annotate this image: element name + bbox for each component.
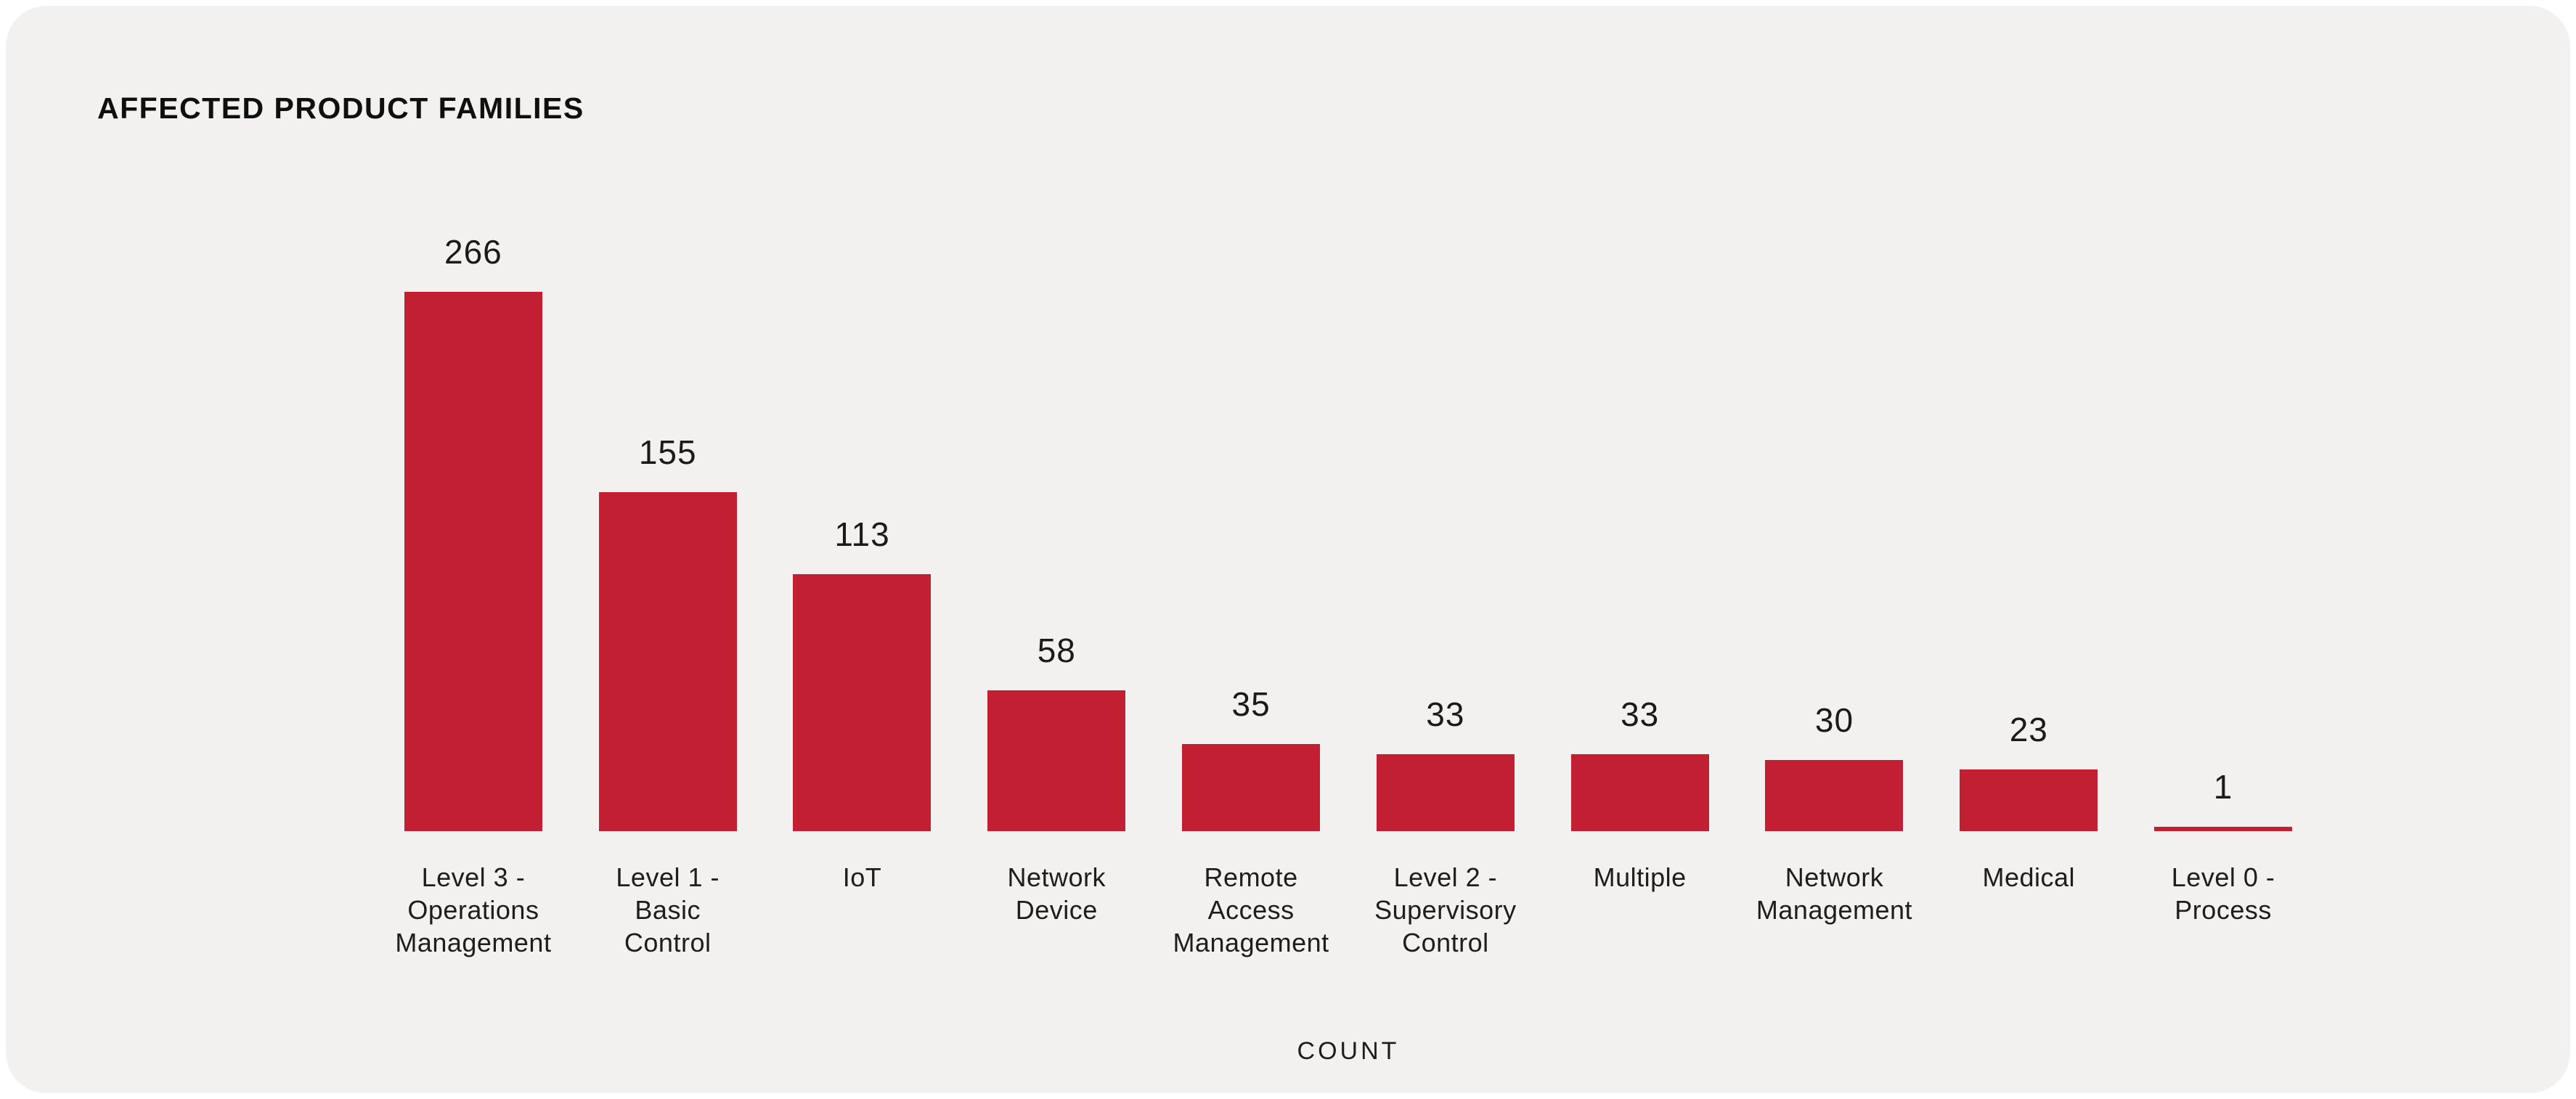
bar-medical[interactable] bbox=[1960, 769, 2098, 831]
bar-column: 33 bbox=[1543, 696, 1737, 831]
category-label-line: Process bbox=[2174, 895, 2272, 925]
bar-value-label: 155 bbox=[638, 433, 697, 471]
bar-value-label: 1 bbox=[2213, 768, 2233, 806]
category-label: Medical bbox=[1931, 831, 2126, 959]
category-label-line: Network bbox=[1785, 862, 1884, 892]
bar-column: 266 bbox=[376, 234, 571, 831]
category-label-line: Supervisory bbox=[1374, 895, 1517, 925]
category-label-line: Level 2 - bbox=[1393, 862, 1498, 892]
bar-value-label: 266 bbox=[444, 233, 502, 271]
category-label-line: Basic bbox=[635, 895, 701, 925]
category-label-line: Operations bbox=[407, 895, 539, 925]
bar-level-1-basic-control[interactable] bbox=[598, 492, 737, 831]
category-label-line: Management bbox=[395, 928, 552, 957]
category-label-line: Level 1 - bbox=[616, 862, 720, 892]
bar-column: 30 bbox=[1737, 702, 1932, 831]
category-label-line: Medical bbox=[1982, 862, 2076, 892]
bar-value-label: 113 bbox=[834, 515, 890, 553]
chart-title: AFFECTED PRODUCT FAMILIES bbox=[97, 91, 584, 125]
bar-multiple[interactable] bbox=[1570, 754, 1709, 831]
category-label-line: Control bbox=[1402, 928, 1489, 957]
category-label: Network Management bbox=[1737, 831, 1932, 959]
bars-area: 266 155 113 58 35 33 33 30 23 1 bbox=[376, 231, 2320, 831]
bar-value-label: 35 bbox=[1231, 685, 1271, 723]
bar-level-3-operations-management[interactable] bbox=[404, 292, 542, 831]
bar-column: 155 bbox=[571, 434, 765, 831]
category-label-line: Remote bbox=[1204, 862, 1298, 892]
category-label-line: Management bbox=[1756, 895, 1913, 925]
bar-network-management[interactable] bbox=[1765, 760, 1904, 831]
category-label-line: Multiple bbox=[1593, 862, 1687, 892]
bar-column: 113 bbox=[765, 516, 960, 831]
category-label: IoT bbox=[765, 831, 960, 959]
category-label-line: Level 3 - bbox=[421, 862, 526, 892]
category-label: Remote Access Management bbox=[1154, 831, 1348, 959]
bar-value-label: 58 bbox=[1037, 632, 1076, 669]
category-label: Level 1 - Basic Control bbox=[571, 831, 765, 959]
x-axis-label: COUNT bbox=[1297, 1037, 1400, 1065]
bar-network-device[interactable] bbox=[987, 690, 1126, 831]
chart-panel: AFFECTED PRODUCT FAMILIES 266 155 113 58 35 3… bbox=[6, 6, 2570, 1093]
x-axis-category-labels: Level 3 - Operations Management Level 1 - Ba… bbox=[376, 831, 2320, 959]
category-label: Level 2 - Supervisory Control bbox=[1348, 831, 1543, 959]
category-label: Level 3 - Operations Management bbox=[376, 831, 571, 959]
category-label: Multiple bbox=[1543, 831, 1737, 959]
bar-level-0-process[interactable] bbox=[2154, 827, 2293, 831]
category-label: Level 0 - Process bbox=[2126, 831, 2320, 959]
category-label-line: Level 0 - bbox=[2171, 862, 2275, 892]
bar-level-2-supervisory-control[interactable] bbox=[1376, 754, 1515, 831]
category-label-line: Device bbox=[1015, 895, 1098, 925]
bar-remote-access-management[interactable] bbox=[1182, 744, 1321, 831]
bar-iot[interactable] bbox=[793, 574, 932, 831]
bar-chart: 266 155 113 58 35 33 33 30 23 1 Level 3 - Operatio… bbox=[376, 231, 2320, 959]
category-label-line: IoT bbox=[842, 862, 882, 892]
category-label-line: Control bbox=[624, 928, 712, 957]
category-label-line: Management bbox=[1173, 928, 1329, 957]
bar-column: 33 bbox=[1348, 696, 1543, 831]
bar-column: 58 bbox=[959, 632, 1154, 831]
bar-column: 1 bbox=[2126, 769, 2320, 831]
bar-column: 23 bbox=[1931, 711, 2126, 831]
bar-column: 35 bbox=[1154, 686, 1348, 831]
bar-value-label: 33 bbox=[1621, 695, 1660, 733]
bar-value-label: 33 bbox=[1426, 695, 1465, 733]
bar-value-label: 23 bbox=[2009, 711, 2048, 748]
category-label: Network Device bbox=[959, 831, 1154, 959]
category-label-line: Access bbox=[1207, 895, 1295, 925]
category-label-line: Network bbox=[1007, 862, 1106, 892]
bar-value-label: 30 bbox=[1814, 701, 1854, 739]
